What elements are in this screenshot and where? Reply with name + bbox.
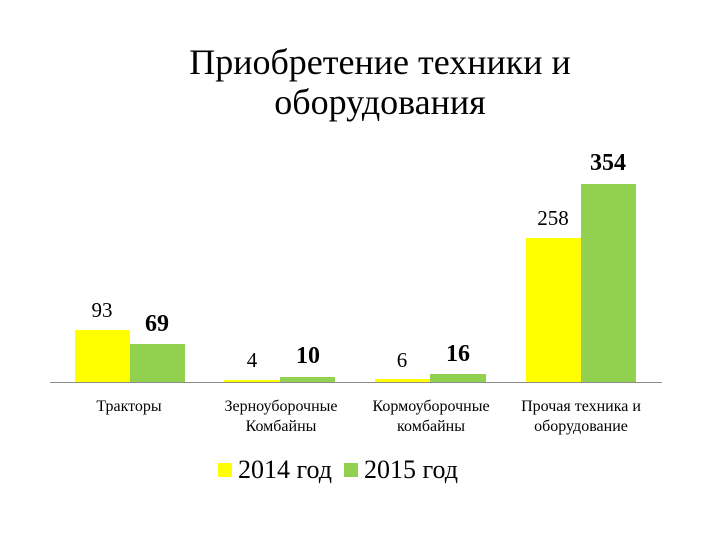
data-label: 69 — [145, 311, 169, 337]
category-label-line: Зерноуборочные — [224, 398, 338, 415]
legend-item-2015: 2015 год — [344, 455, 458, 485]
data-label: 6 — [396, 348, 408, 372]
bar-2014-other-equipment — [526, 238, 581, 382]
category-label-line: Прочая техника и — [521, 398, 641, 415]
bar-2015-other-equipment — [581, 184, 636, 382]
legend-swatch-yellow-icon — [218, 463, 232, 477]
bar-2014-forage-harvesters — [375, 379, 430, 382]
category-label-line: Кормоуборочные — [372, 398, 490, 415]
data-label: 4 — [246, 348, 258, 372]
data-label: 10 — [296, 343, 320, 369]
category-label-line: Комбайны — [245, 418, 317, 435]
bar-2015-forage-harvesters — [430, 374, 486, 382]
legend: 2014 год 2015 год — [218, 455, 470, 485]
category-label-line: комбайны — [397, 418, 465, 435]
legend-label: 2014 год — [238, 455, 332, 484]
category-label-forage-harvesters: Кормоуборочные комбайны — [346, 397, 516, 437]
data-label: 93 — [91, 298, 113, 322]
category-label-grain-harvesters: Зерноуборочные Комбайны — [196, 397, 366, 437]
legend-label: 2015 год — [364, 455, 458, 484]
bar-2014-tractors — [75, 330, 130, 382]
chart-title: Приобретение техники и оборудования — [189, 42, 571, 122]
x-axis-line — [50, 382, 662, 383]
bar-2015-tractors — [130, 344, 185, 382]
category-label-other-equipment: Прочая техника и оборудование — [496, 397, 666, 437]
data-label: 354 — [590, 150, 626, 176]
data-label: 16 — [446, 341, 470, 367]
bar-2014-grain-harvesters — [224, 380, 280, 382]
category-label-line: оборудование — [534, 418, 628, 435]
category-label-line: Тракторы — [96, 398, 162, 415]
legend-swatch-green-icon — [344, 463, 358, 477]
category-label-tractors: Тракторы — [44, 397, 214, 417]
bar-2015-grain-harvesters — [280, 377, 335, 382]
legend-item-2014: 2014 год — [218, 455, 332, 485]
data-label: 258 — [537, 206, 569, 230]
